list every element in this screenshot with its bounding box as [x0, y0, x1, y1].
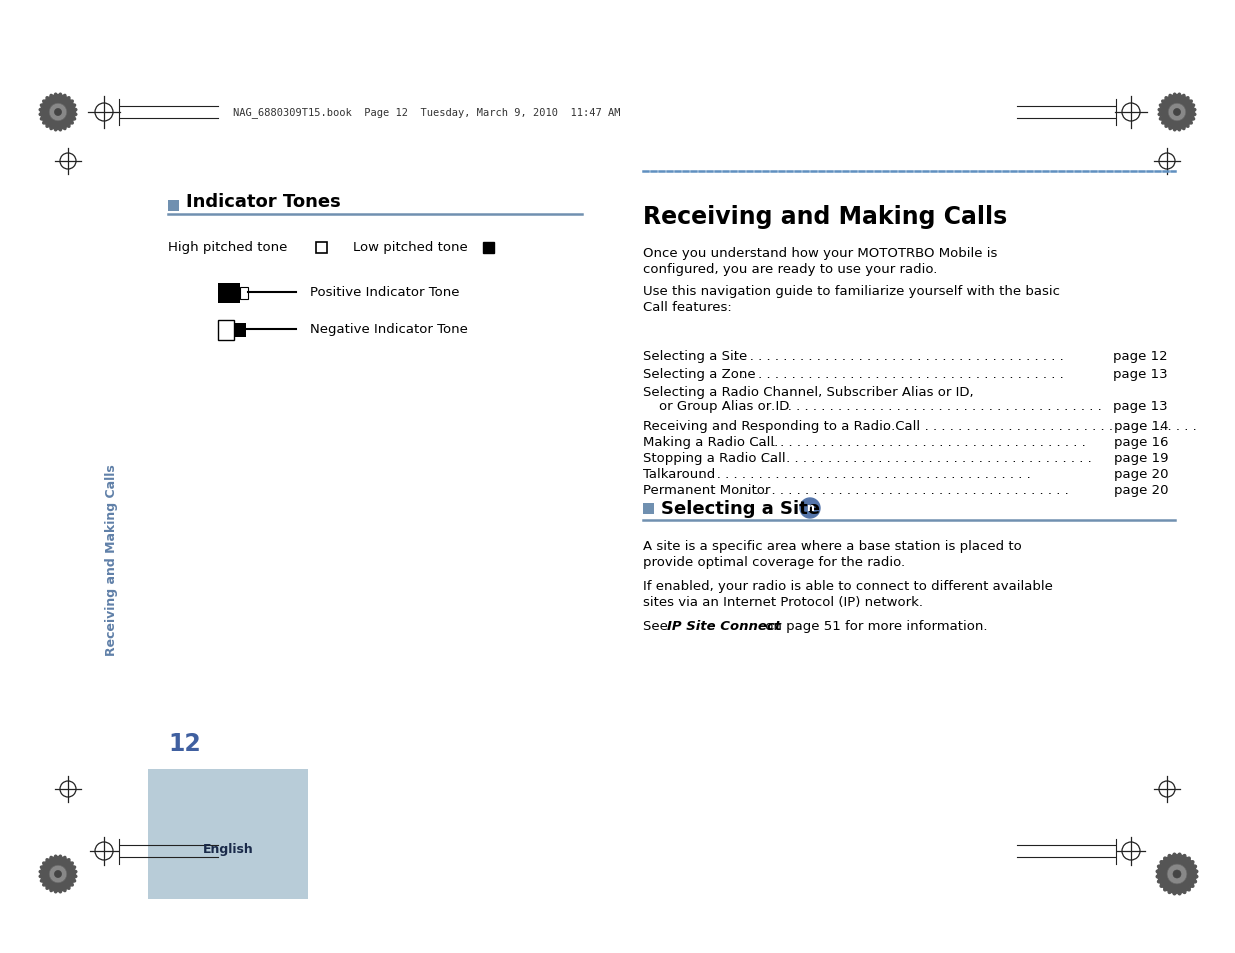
Polygon shape: [40, 94, 77, 132]
Text: . . . . . . . . . . . . . . . . . . . . . . . . . . . . . . . . . . . . . . . .: . . . . . . . . . . . . . . . . . . . . …: [761, 452, 1095, 464]
Text: Positive Indicator Tone: Positive Indicator Tone: [310, 286, 459, 299]
Text: page 16: page 16: [1114, 436, 1168, 449]
Text: provide optimal coverage for the radio.: provide optimal coverage for the radio.: [643, 556, 905, 568]
Polygon shape: [1156, 853, 1198, 895]
Circle shape: [1167, 864, 1187, 884]
Text: page 13: page 13: [1114, 368, 1168, 380]
Text: A site is a specific area where a base station is placed to: A site is a specific area where a base s…: [643, 539, 1021, 553]
Bar: [148, 769, 308, 899]
Text: High pitched tone: High pitched tone: [168, 241, 288, 254]
Text: Talkaround: Talkaround: [643, 468, 715, 480]
Text: Receiving and Making Calls: Receiving and Making Calls: [643, 205, 1008, 229]
Text: NAG_6880309T15.book  Page 12  Tuesday, March 9, 2010  11:47 AM: NAG_6880309T15.book Page 12 Tuesday, Mar…: [233, 108, 620, 118]
Text: . . . . . . . . . . . . . . . . . . . . . . . . . . . . . . . . . . . . . . . .: . . . . . . . . . . . . . . . . . . . . …: [699, 468, 1035, 480]
Text: page 20: page 20: [1114, 468, 1168, 480]
Text: Use this navigation guide to familiarize yourself with the basic: Use this navigation guide to familiarize…: [643, 285, 1060, 297]
Bar: [219, 320, 233, 340]
Text: Indicator Tones: Indicator Tones: [186, 193, 341, 211]
Text: Permanent Monitor: Permanent Monitor: [643, 483, 771, 497]
Polygon shape: [40, 855, 77, 893]
Text: Selecting a Radio Channel, Subscriber Alias or ID,: Selecting a Radio Channel, Subscriber Al…: [643, 386, 973, 398]
Text: . . . . . . . . . . . . . . . . . . . . . . . . . . . . . . . . . . . . . . . .: . . . . . . . . . . . . . . . . . . . . …: [771, 399, 1107, 413]
Text: Low pitched tone: Low pitched tone: [353, 241, 468, 254]
Polygon shape: [1158, 94, 1195, 132]
Bar: [483, 243, 494, 253]
Circle shape: [1168, 104, 1186, 122]
Circle shape: [54, 871, 62, 878]
Text: 12: 12: [168, 731, 201, 755]
Text: If enabled, your radio is able to connect to different available: If enabled, your radio is able to connec…: [643, 579, 1053, 593]
Text: Stopping a Radio Call: Stopping a Radio Call: [643, 452, 785, 464]
Text: page 13: page 13: [1114, 399, 1168, 413]
Text: Call features:: Call features:: [643, 301, 732, 314]
Bar: [643, 503, 655, 515]
Text: . . . . . . . . . . . . . . . . . . . . . . . . . . . . . . . . . . . . . . . .: . . . . . . . . . . . . . . . . . . . . …: [732, 350, 1068, 363]
Text: Receiving and Responding to a Radio Call: Receiving and Responding to a Radio Call: [643, 419, 920, 433]
Text: Negative Indicator Tone: Negative Indicator Tone: [310, 323, 468, 336]
Text: page 14: page 14: [1114, 419, 1168, 433]
Circle shape: [49, 104, 67, 122]
Text: English: English: [203, 842, 253, 856]
Circle shape: [1173, 870, 1181, 878]
Bar: [316, 243, 327, 253]
Text: . . . . . . . . . . . . . . . . . . . . . . . . . . . . . . . . . . . . . . . .: . . . . . . . . . . . . . . . . . . . . …: [755, 436, 1091, 449]
Text: Receiving and Making Calls: Receiving and Making Calls: [105, 464, 119, 656]
Text: See: See: [643, 619, 672, 633]
Text: on page 51 for more information.: on page 51 for more information.: [761, 619, 988, 633]
Text: Making a Radio Call.: Making a Radio Call.: [643, 436, 778, 449]
Text: page 12: page 12: [1114, 350, 1168, 363]
Text: sites via an Internet Protocol (IP) network.: sites via an Internet Protocol (IP) netw…: [643, 596, 923, 608]
Text: page 19: page 19: [1114, 452, 1168, 464]
Bar: [168, 201, 179, 212]
Circle shape: [49, 865, 67, 882]
Text: configured, you are ready to use your radio.: configured, you are ready to use your ra…: [643, 263, 937, 275]
Text: Selecting a Zone: Selecting a Zone: [643, 368, 756, 380]
Text: . . . . . . . . . . . . . . . . . . . . . . . . . . . . . . . . . . . . . . . .: . . . . . . . . . . . . . . . . . . . . …: [866, 419, 1200, 433]
Text: Once you understand how your MOTOTRBO Mobile is: Once you understand how your MOTOTRBO Mo…: [643, 247, 998, 260]
Bar: [240, 288, 248, 299]
Circle shape: [54, 110, 62, 116]
Circle shape: [800, 498, 820, 518]
Circle shape: [1173, 110, 1181, 116]
Text: IP Site Connect: IP Site Connect: [667, 619, 781, 633]
Text: or Group Alias or ID: or Group Alias or ID: [659, 399, 789, 413]
Text: Selecting a Site: Selecting a Site: [643, 350, 747, 363]
Bar: [233, 324, 246, 337]
Text: Selecting a Site: Selecting a Site: [661, 499, 820, 517]
Text: . . . . . . . . . . . . . . . . . . . . . . . . . . . . . . . . . . . . . . . .: . . . . . . . . . . . . . . . . . . . . …: [732, 368, 1068, 380]
Text: . . . . . . . . . . . . . . . . . . . . . . . . . . . . . . . . . . . . . . . .: . . . . . . . . . . . . . . . . . . . . …: [739, 483, 1073, 497]
Bar: [219, 284, 240, 304]
Text: n: n: [806, 503, 814, 513]
Text: page 20: page 20: [1114, 483, 1168, 497]
